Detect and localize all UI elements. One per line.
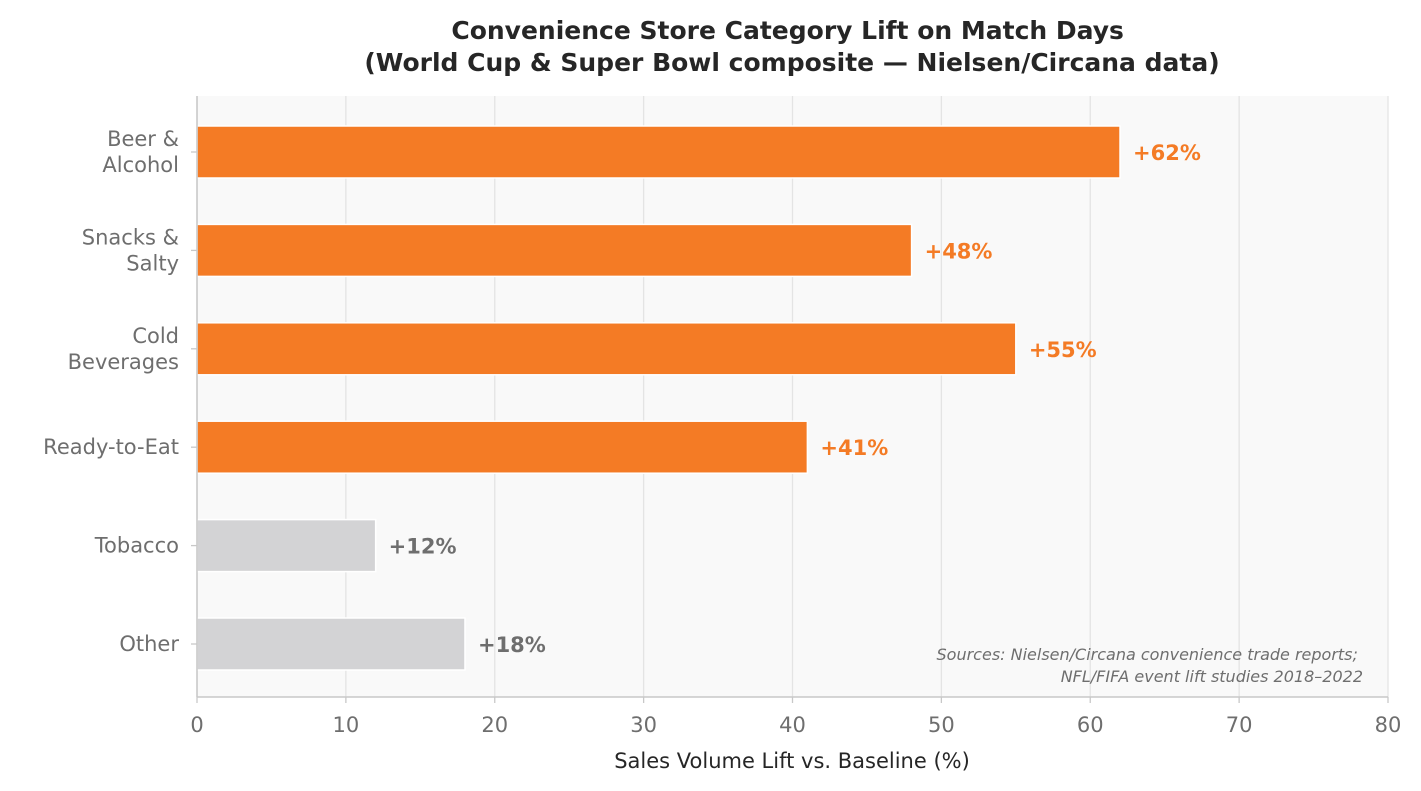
- data-label: +62%: [1133, 141, 1201, 165]
- x-tick-label: 40: [779, 713, 806, 737]
- data-label: +18%: [478, 633, 546, 657]
- y-tick-label-line: Other: [119, 632, 179, 656]
- x-tick-label: 20: [481, 713, 508, 737]
- source-note: Sources: Nielsen/Circana convenience tra…: [937, 645, 1363, 686]
- x-tick-label: 70: [1226, 713, 1253, 737]
- plot-area: 0 10 20 30 40 50 60 70 80 +62% Beer & Alcohol +48% Sn…: [43, 96, 1401, 737]
- y-tick-label-line: Snacks &: [82, 225, 179, 249]
- x-tick-label: 80: [1375, 713, 1402, 737]
- x-tick-label: 0: [190, 713, 203, 737]
- y-tick-label: Other: [119, 632, 179, 656]
- bar: [196, 125, 1121, 179]
- y-tick-label-line: Tobacco: [94, 534, 179, 558]
- y-tick-label-line: Ready-to-Eat: [43, 435, 179, 459]
- bar: [196, 617, 466, 671]
- y-tick-label-line: Beer &: [107, 127, 179, 151]
- y-tick-label: Beer & Alcohol: [102, 127, 179, 177]
- data-label: +41%: [820, 436, 888, 460]
- source-note-line-1: Sources: Nielsen/Circana convenience tra…: [937, 645, 1358, 664]
- x-tick-label: 10: [333, 713, 360, 737]
- x-tick-label: 50: [928, 713, 955, 737]
- source-note-line-2: NFL/FIFA event lift studies 2018–2022: [1061, 667, 1363, 686]
- bar: [196, 420, 809, 474]
- x-tick-label: 60: [1077, 713, 1104, 737]
- data-label: +48%: [925, 239, 993, 263]
- bar: [196, 223, 913, 278]
- data-label: +55%: [1029, 338, 1097, 362]
- chart-title-line-2: (World Cup & Super Bowl composite — Niel…: [364, 48, 1219, 77]
- chart-title-line-1: Convenience Store Category Lift on Match…: [451, 16, 1124, 45]
- y-tick-label-line: Salty: [126, 251, 179, 275]
- y-tick-label-line: Cold: [132, 324, 179, 348]
- y-tick-label: Ready-to-Eat: [43, 435, 179, 459]
- x-axis-label: Sales Volume Lift vs. Baseline (%): [614, 749, 970, 773]
- bar: [196, 322, 1017, 376]
- y-tick-label-line: Alcohol: [102, 153, 179, 177]
- bar: [196, 518, 377, 573]
- data-label: +12%: [389, 535, 457, 559]
- y-tick-label-line: Beverages: [68, 350, 179, 374]
- y-tick-label: Cold Beverages: [68, 324, 179, 374]
- chart-title: Convenience Store Category Lift on Match…: [364, 16, 1219, 77]
- y-tick-label: Snacks & Salty: [82, 225, 179, 275]
- x-tick-label: 30: [630, 713, 657, 737]
- y-tick-label: Tobacco: [94, 534, 179, 558]
